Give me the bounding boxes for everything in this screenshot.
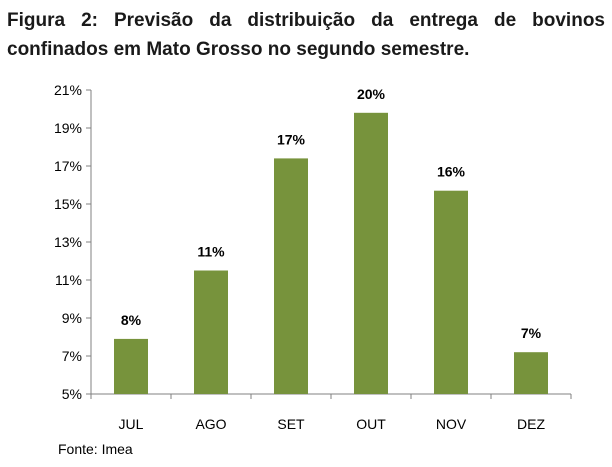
bar-nov <box>434 190 468 394</box>
y-tick-label: 5% <box>62 386 82 402</box>
chart-data-labels: 8% 11% 17% 20% 16% 7% <box>121 86 542 341</box>
x-tick-label: SET <box>277 416 305 432</box>
data-label-jul: 8% <box>121 312 142 328</box>
y-tick-label: 17% <box>54 158 82 174</box>
y-tick-label: 19% <box>54 120 82 136</box>
data-label-out: 20% <box>357 86 386 102</box>
bar-ago <box>194 270 228 394</box>
data-label-dez: 7% <box>521 325 542 341</box>
x-tick-label: NOV <box>436 416 467 432</box>
x-tick-label: AGO <box>195 416 226 432</box>
source-note: Fonte: Imea <box>58 441 133 457</box>
x-tick-label: DEZ <box>517 416 545 432</box>
data-label-ago: 11% <box>197 244 225 260</box>
y-tick-label: 15% <box>54 196 82 212</box>
data-label-set: 17% <box>277 131 306 147</box>
x-tick-label: JUL <box>119 416 144 432</box>
chart-bars <box>114 112 548 395</box>
bar-out <box>354 112 388 395</box>
y-tick-label: 9% <box>62 310 82 326</box>
bar-jul <box>114 338 148 394</box>
data-label-nov: 16% <box>437 164 466 180</box>
y-tick-label: 11% <box>55 272 82 288</box>
bar-dez <box>514 352 548 394</box>
y-tick-label: 13% <box>54 234 82 250</box>
bar-set <box>274 158 308 394</box>
chart-axes: 5% 7% 9% 11% 13% 15% 17% 19% 21% JUL AGO SET OUT NOV D… <box>54 82 572 432</box>
x-tick-label: OUT <box>356 416 386 432</box>
y-tick-label: 7% <box>62 348 82 364</box>
chart-title: Figura 2: Previsão da distribuição da en… <box>7 10 605 60</box>
y-tick-label: 21% <box>54 82 82 98</box>
